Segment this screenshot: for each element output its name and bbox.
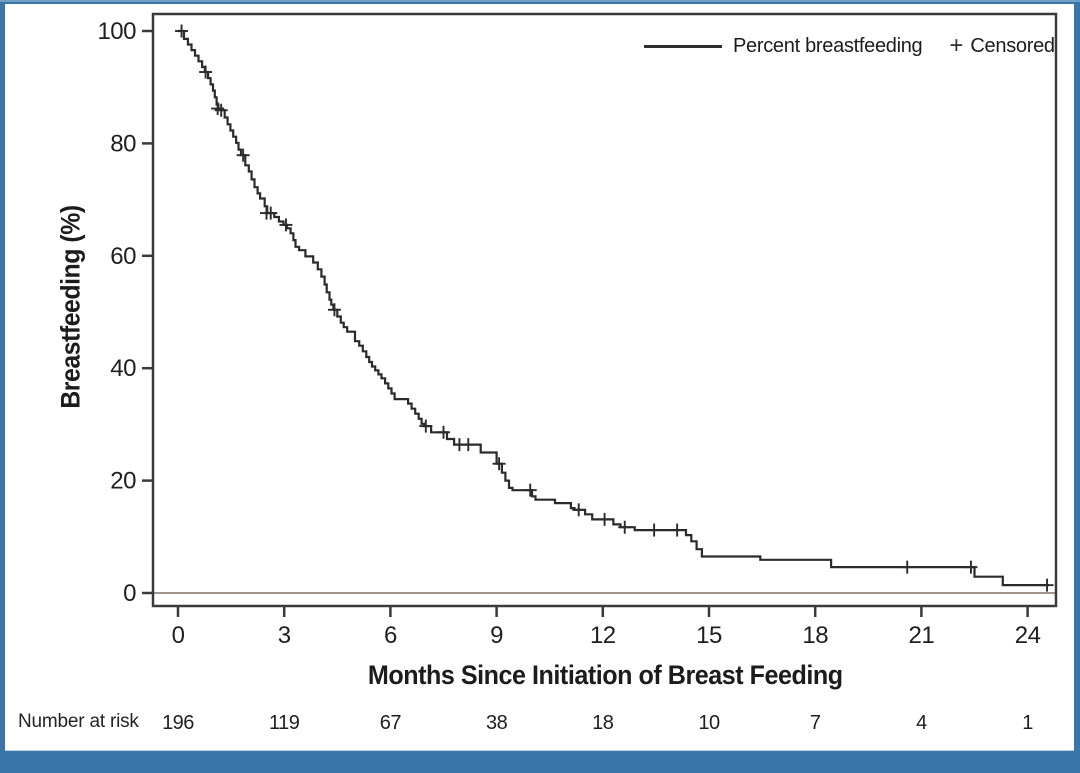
frame-top-highlight <box>0 0 1080 2</box>
chart-canvas <box>5 4 1074 750</box>
